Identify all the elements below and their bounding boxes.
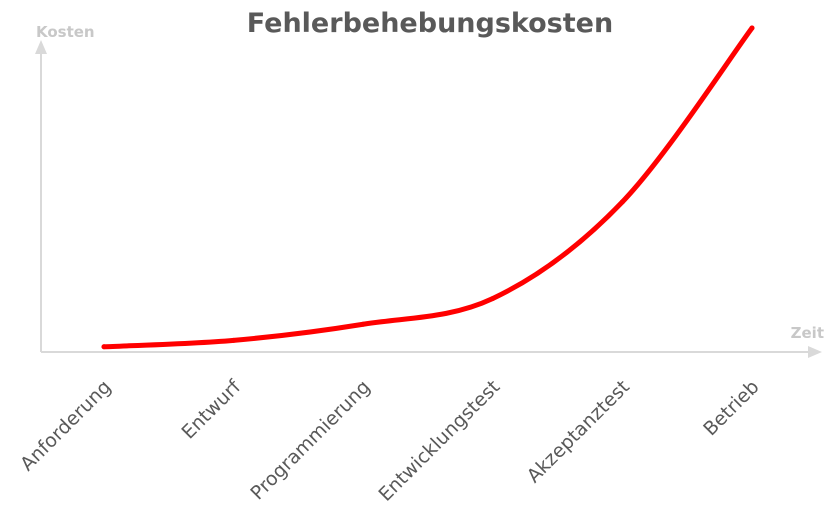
data-point bbox=[101, 344, 107, 350]
x-tick-label: Akzeptanztest bbox=[523, 376, 634, 487]
data-point bbox=[231, 337, 237, 343]
data-point bbox=[749, 25, 755, 31]
series-layer bbox=[101, 25, 755, 350]
x-tick-label: Anforderung bbox=[16, 376, 115, 475]
data-point bbox=[619, 199, 625, 205]
y-axis-arrow-icon bbox=[35, 40, 47, 54]
x-axis-label: Zeit bbox=[791, 324, 824, 342]
data-point bbox=[490, 295, 496, 301]
x-tick-labels: Anforderung Entwurf Programmierung Entwickl… bbox=[16, 375, 763, 506]
x-tick-label: Entwurf bbox=[178, 375, 247, 444]
x-axis-arrow-icon bbox=[808, 346, 822, 358]
series-line bbox=[101, 25, 755, 350]
y-axis-label: Kosten bbox=[36, 23, 95, 41]
x-tick-label: Betrieb bbox=[699, 376, 763, 440]
data-point bbox=[360, 321, 366, 327]
chart-title: Fehlerbehebungskosten bbox=[247, 8, 613, 39]
x-tick-label: Entwicklungstest bbox=[375, 376, 505, 506]
x-tick-label: Programmierung bbox=[246, 376, 374, 504]
